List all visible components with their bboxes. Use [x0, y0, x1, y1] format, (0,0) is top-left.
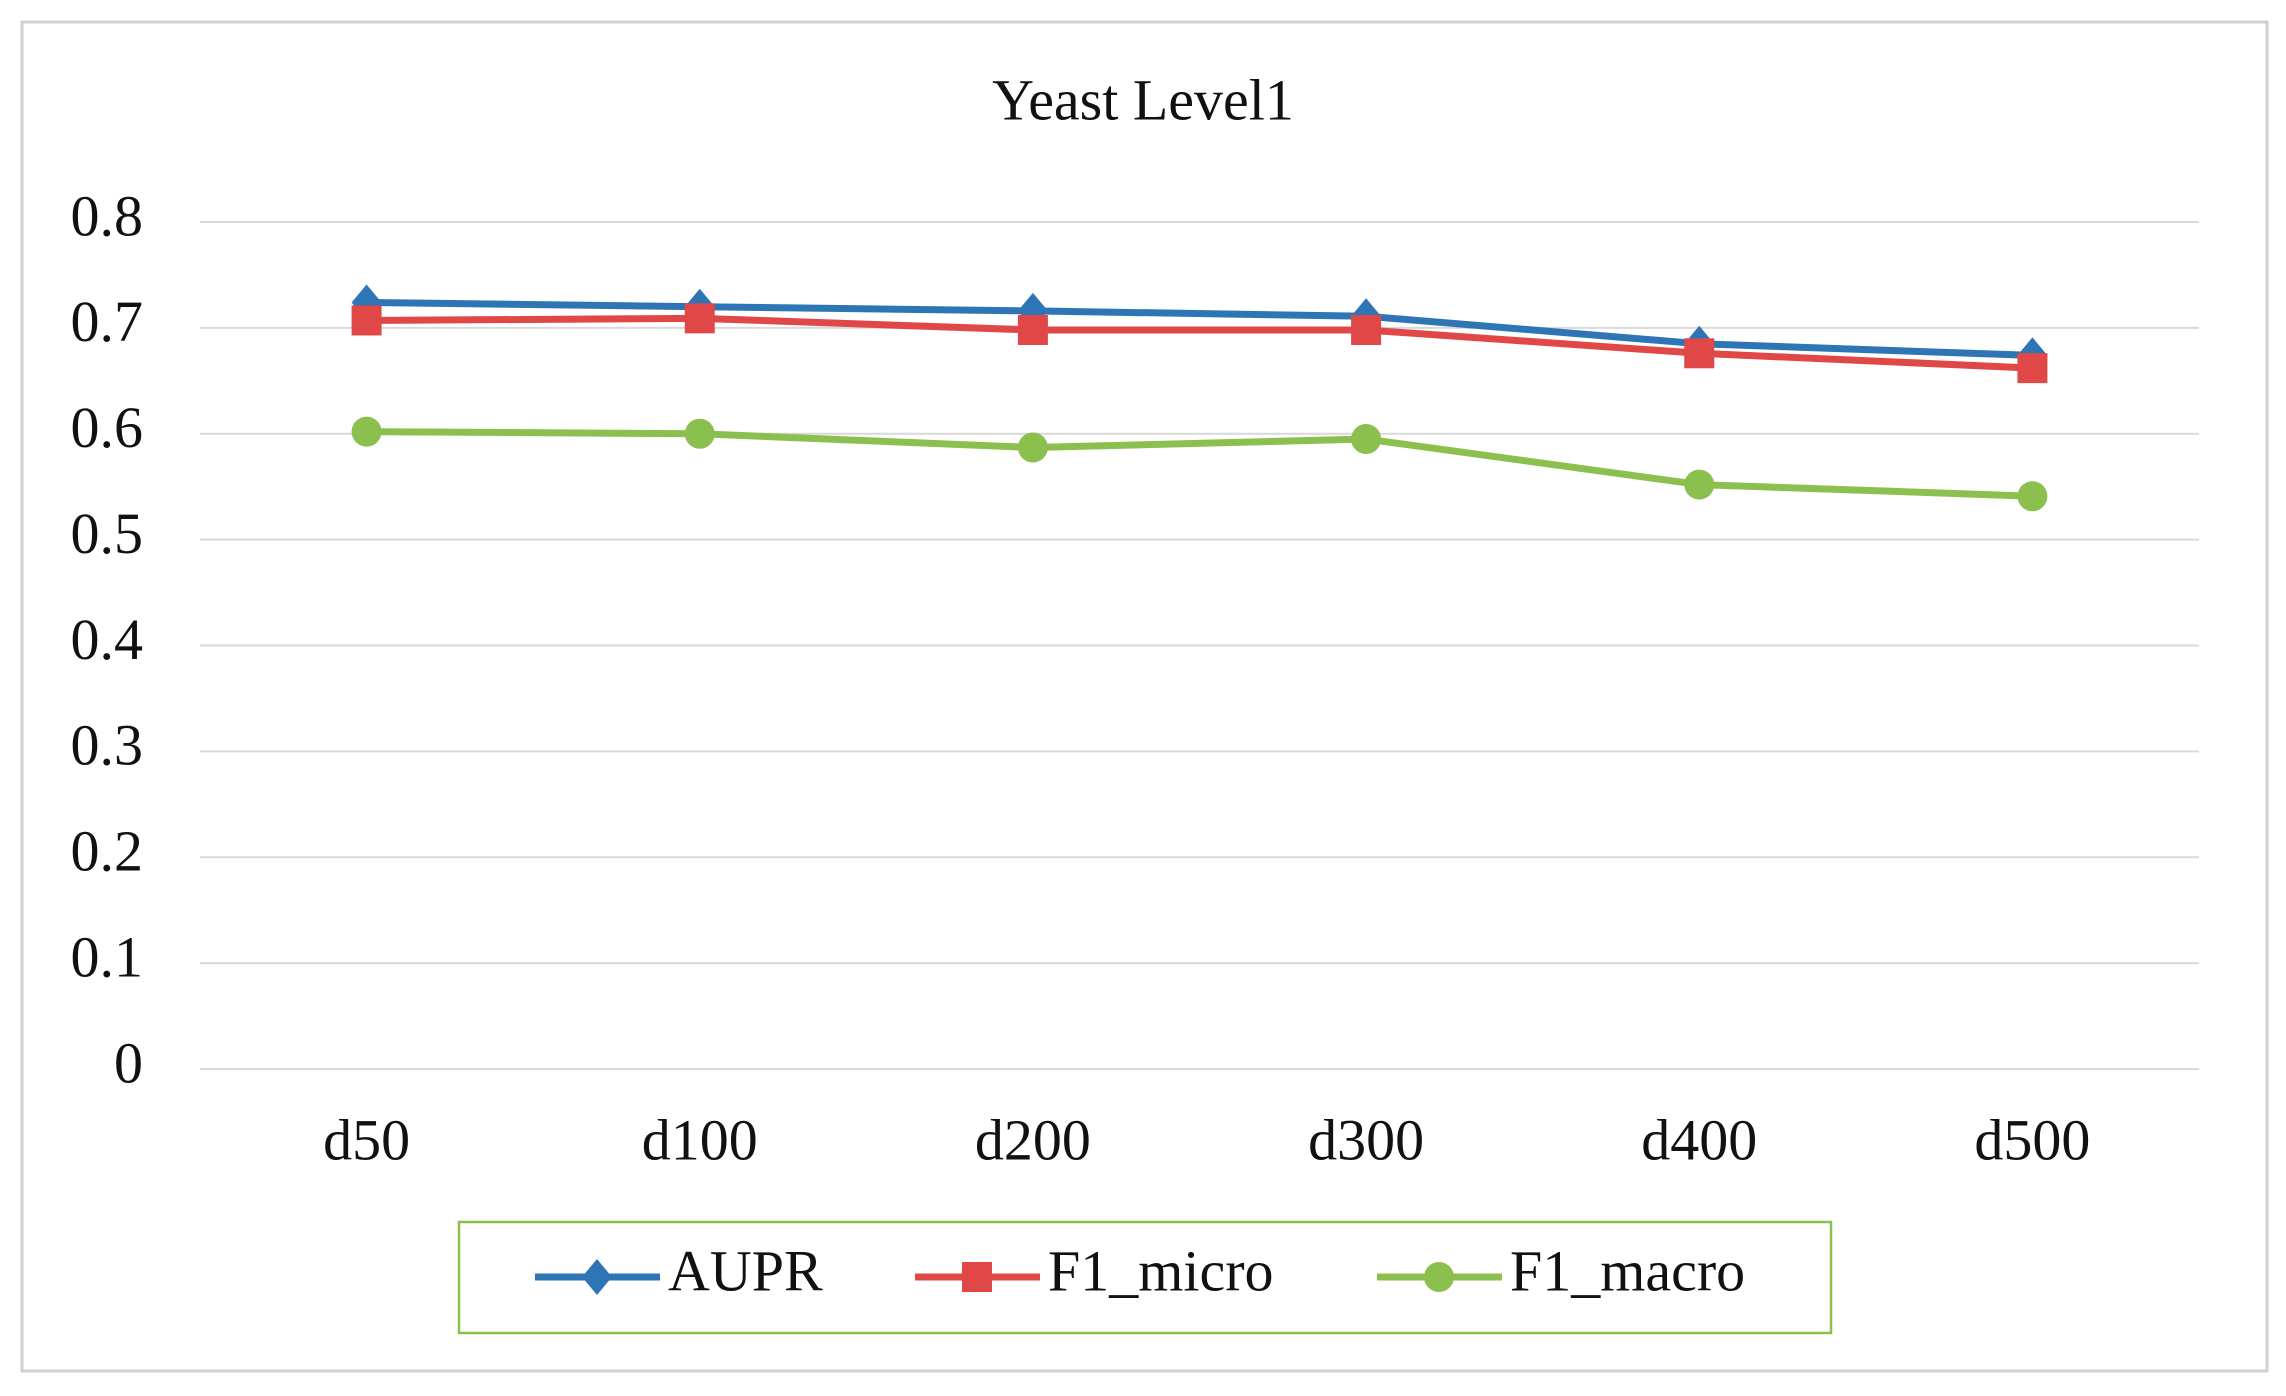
marker — [684, 418, 715, 449]
x-tick-label: d500 — [1974, 1107, 2090, 1172]
legend-marker — [1424, 1262, 1454, 1292]
series-line — [366, 298, 2033, 359]
x-tick-label: d100 — [642, 1107, 758, 1172]
marker — [1351, 424, 1382, 455]
marker — [1684, 338, 1715, 369]
x-tick-label: d300 — [1308, 1107, 1424, 1172]
y-tick-label: 0.5 — [71, 501, 144, 566]
marker — [1017, 432, 1048, 463]
y-tick-label: 0 — [114, 1030, 143, 1095]
x-tick-label: d400 — [1641, 1107, 1757, 1172]
legend-label: F1_macro — [1510, 1238, 1745, 1303]
marker — [2017, 481, 2048, 512]
marker — [1684, 469, 1715, 500]
x-tick-label: d50 — [323, 1107, 410, 1172]
y-tick-label: 0.2 — [71, 819, 144, 884]
legend-label: AUPR — [668, 1238, 823, 1303]
y-tick-label: 0.3 — [71, 713, 144, 778]
chart-title: Yeast Level1 — [992, 67, 1294, 132]
marker — [1351, 314, 1382, 345]
marker — [2017, 353, 2048, 384]
y-tick-label: 0.6 — [71, 395, 144, 460]
y-tick-label: 0.4 — [71, 607, 144, 672]
legend-label: F1_micro — [1048, 1238, 1274, 1303]
marker — [351, 416, 382, 447]
y-tick-label: 0.1 — [71, 924, 144, 989]
legend-box — [457, 1220, 1833, 1335]
legend-marker — [582, 1259, 612, 1295]
marker — [684, 303, 715, 334]
legend-marker — [962, 1262, 992, 1292]
x-tick-label: d200 — [975, 1107, 1091, 1172]
y-tick-label: 0.8 — [71, 183, 144, 248]
y-tick-label: 0.7 — [71, 289, 144, 354]
series-line — [366, 428, 2033, 500]
marker — [1017, 314, 1048, 345]
marker — [351, 305, 382, 336]
chart-frame — [20, 20, 2269, 1373]
series-line — [366, 314, 2033, 372]
